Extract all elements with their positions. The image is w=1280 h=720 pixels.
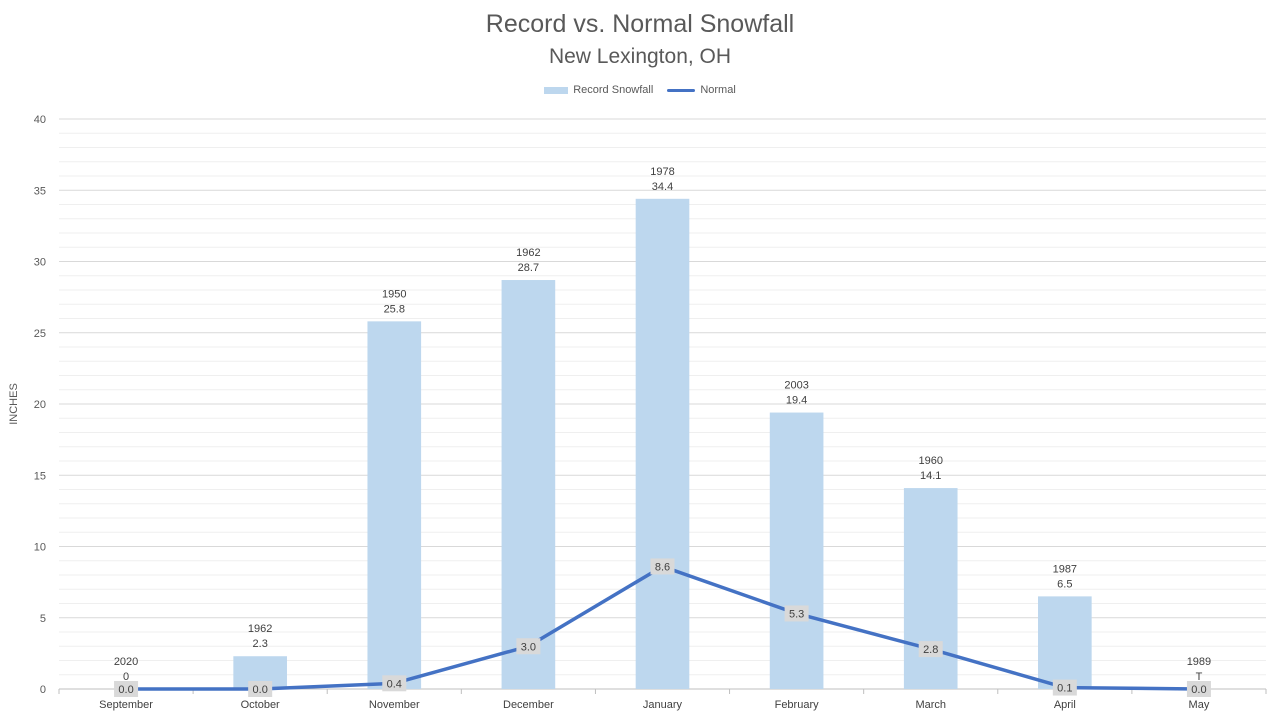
x-tick-label: February: [775, 699, 820, 711]
y-tick-label: 10: [34, 542, 46, 554]
bar: [367, 321, 422, 689]
line-label-box: [1052, 679, 1077, 696]
line-value-label: 0.0: [253, 684, 268, 696]
line-value-label: 0.0: [1191, 684, 1206, 696]
bar-value-label: 34.4: [652, 181, 673, 193]
line-value-label: 5.3: [789, 608, 804, 620]
line-value-label: 2.8: [923, 644, 938, 656]
line-label-box: [114, 681, 139, 697]
line-value-label: 3.0: [521, 641, 536, 653]
x-tick-label: March: [915, 699, 946, 711]
line-label-box: [918, 641, 943, 658]
bar-value-label: 19.4: [786, 395, 807, 407]
bar-year-label: 1962: [248, 623, 272, 635]
y-tick-label: 15: [34, 470, 46, 482]
line-value-label: 0.0: [118, 684, 133, 696]
legend: Record Snowfall Normal: [0, 84, 1280, 96]
line-label-box: [784, 605, 809, 622]
chart-title: Record vs. Normal Snowfall: [485, 10, 795, 38]
legend-label-normal: Normal: [700, 84, 736, 96]
bar-series: [233, 198, 1092, 690]
line-label-box: [248, 681, 273, 697]
bar: [903, 488, 958, 689]
bar-year-label: 1962: [516, 247, 540, 259]
bar-value-label: 14.1: [920, 470, 941, 482]
bar-value-label: 0: [123, 671, 129, 683]
bar-year-label: 1989: [1187, 656, 1211, 668]
y-tick-label: 25: [34, 328, 46, 340]
chart-subtitle: New Lexington, OH: [548, 45, 732, 68]
bar-year-label: 1950: [382, 288, 406, 300]
legend-swatch-normal: [667, 88, 696, 92]
line-label-box: [516, 638, 541, 655]
y-tick-label: 5: [40, 613, 46, 625]
x-tick-label: December: [503, 699, 554, 711]
bar-value-label: 2.3: [253, 638, 268, 650]
line-value-label: 8.6: [655, 561, 670, 573]
bar: [501, 280, 556, 689]
legend-entry-normal: Normal: [667, 84, 736, 96]
x-tick-label: October: [241, 699, 280, 711]
y-tick-label: 30: [34, 257, 46, 269]
x-tick-label: April: [1054, 699, 1076, 711]
x-tick-label: September: [99, 699, 153, 711]
line-label-box: [1186, 681, 1211, 697]
x-tick-label: November: [369, 699, 420, 711]
bar-year-label: 2003: [784, 380, 808, 392]
bar-value-label: 6.5: [1057, 578, 1072, 590]
line-label-box: [382, 675, 407, 692]
y-tick-label: 20: [34, 399, 46, 411]
bar: [769, 412, 824, 689]
bar-year-label: 1987: [1053, 563, 1077, 575]
bar-value-label: 28.7: [518, 262, 539, 274]
bar-year-label: 1960: [918, 455, 942, 467]
bar: [635, 198, 690, 690]
y-tick-label: 35: [34, 185, 46, 197]
bar-value-label: T: [1196, 671, 1203, 683]
bar-year-label: 2020: [114, 656, 138, 668]
line-value-label: 0.1: [1057, 683, 1072, 695]
x-tick-label: January: [643, 699, 683, 711]
bar-value-label: 25.8: [384, 303, 405, 315]
legend-label-record: Record Snowfall: [573, 84, 654, 96]
x-tick-label: May: [1189, 699, 1210, 711]
legend-entry-record: Record Snowfall: [544, 84, 653, 96]
line-value-label: 0.4: [387, 678, 402, 690]
bar-year-label: 1978: [650, 166, 674, 178]
bar: [1038, 596, 1092, 689]
y-tick-label: 0: [40, 684, 46, 696]
legend-swatch-record: [544, 86, 569, 94]
line-label-box: [650, 558, 675, 575]
y-tick-label: 40: [34, 114, 46, 126]
